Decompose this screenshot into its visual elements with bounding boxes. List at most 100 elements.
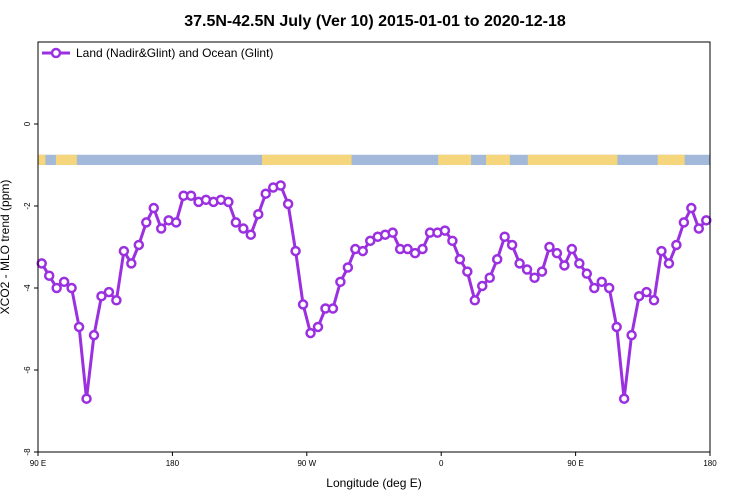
data-point: [477, 280, 488, 292]
chart-title: 37.5N-42.5N July (Ver 10) 2015-01-01 to …: [184, 13, 566, 30]
y-tick-label: -2: [23, 202, 32, 210]
x-tick-label: 180: [703, 459, 717, 468]
data-point: [402, 243, 413, 255]
data-point: [544, 241, 555, 253]
data-point: [678, 217, 690, 228]
data-point: [484, 272, 495, 283]
data-point: [66, 282, 77, 294]
y-tick-label: -8: [23, 448, 32, 456]
data-point: [81, 393, 92, 404]
plot-frame: [37, 41, 711, 453]
data-point: [648, 295, 660, 306]
data-point: [297, 299, 309, 310]
data-point: [633, 290, 645, 302]
data-point: [506, 239, 518, 251]
data-point: [656, 245, 667, 257]
x-tick-label: 90 E: [567, 459, 583, 468]
data-point: [58, 276, 70, 288]
y-axis-label: XCO2 - MLO trend (ppm): [0, 180, 12, 315]
data-point: [409, 247, 421, 259]
data-point: [96, 290, 107, 302]
land-band: [438, 154, 472, 165]
data-point: [230, 217, 242, 228]
data-point: [686, 202, 697, 214]
ocean-band: [38, 154, 710, 165]
land-ocean-strip: [38, 154, 710, 165]
data-point: [245, 229, 257, 240]
data-point: [365, 235, 376, 247]
data-point: [581, 268, 593, 279]
data-point: [148, 202, 159, 214]
data-point: [439, 225, 451, 236]
data-point: [305, 327, 316, 339]
y-tick-label: -6: [23, 366, 32, 374]
data-point: [126, 258, 137, 269]
series-layer: [36, 180, 712, 404]
data-point: [155, 223, 167, 234]
data-point: [671, 239, 682, 251]
land-band: [657, 154, 685, 165]
data-point: [566, 243, 578, 255]
y-tick-label: -4: [23, 284, 32, 292]
data-point: [417, 243, 428, 255]
data-point: [618, 393, 630, 404]
data-point: [611, 321, 622, 333]
data-point: [536, 266, 548, 277]
data-point: [275, 180, 286, 191]
legend-entry-label: Land (Nadir&Glint) and Ocean (Glint): [76, 46, 273, 60]
data-point: [701, 215, 712, 226]
land-band: [38, 154, 46, 165]
data-point: [111, 295, 122, 306]
x-tick-label: 180: [166, 459, 180, 468]
x-tick-label: 90 E: [30, 459, 46, 468]
data-point: [491, 254, 503, 265]
data-point: [51, 282, 62, 294]
x-axis: 90 E 180 90 W 0 90 E 180: [30, 452, 717, 468]
data-point: [529, 272, 540, 283]
data-point: [447, 235, 458, 247]
data-point: [514, 258, 525, 269]
data-point: [574, 258, 585, 269]
data-point: [133, 239, 145, 251]
land-band: [55, 154, 77, 165]
data-point: [626, 329, 637, 341]
data-point: [118, 245, 130, 257]
y-tick-label: 0: [23, 121, 32, 126]
data-point: [342, 262, 354, 273]
land-band: [527, 154, 618, 165]
data-point: [327, 303, 339, 314]
data-point: [693, 223, 705, 234]
data-point: [663, 258, 675, 269]
data-point: [469, 295, 481, 306]
x-tick-label: 90 W: [297, 459, 316, 468]
data-point: [223, 196, 234, 208]
x-axis-label: Longitude (deg E): [326, 476, 421, 490]
data-point: [103, 286, 115, 298]
y-axis: 0 -2 -4 -6 -8: [23, 121, 38, 456]
data-point: [36, 258, 47, 269]
data-point: [141, 217, 152, 228]
data-point: [73, 321, 85, 333]
data-point: [185, 190, 197, 201]
data-point: [454, 254, 466, 265]
data-point: [335, 276, 346, 288]
data-point: [282, 198, 294, 210]
data-point: [387, 227, 398, 238]
data-point: [551, 247, 563, 259]
data-point: [603, 282, 615, 294]
data-point: [88, 329, 100, 341]
data-point: [312, 321, 324, 333]
data-point: [596, 276, 607, 288]
data-point: [290, 245, 301, 257]
data-point: [170, 217, 182, 228]
x-tick-label: 0: [439, 459, 444, 468]
data-point: [462, 266, 473, 277]
data-point: [589, 282, 600, 294]
data-point: [559, 260, 570, 271]
land-band: [262, 154, 352, 165]
data-point: [641, 286, 652, 298]
data-point: [357, 245, 369, 257]
legend-marker-swatch: [50, 47, 62, 59]
data-point: [521, 264, 533, 275]
